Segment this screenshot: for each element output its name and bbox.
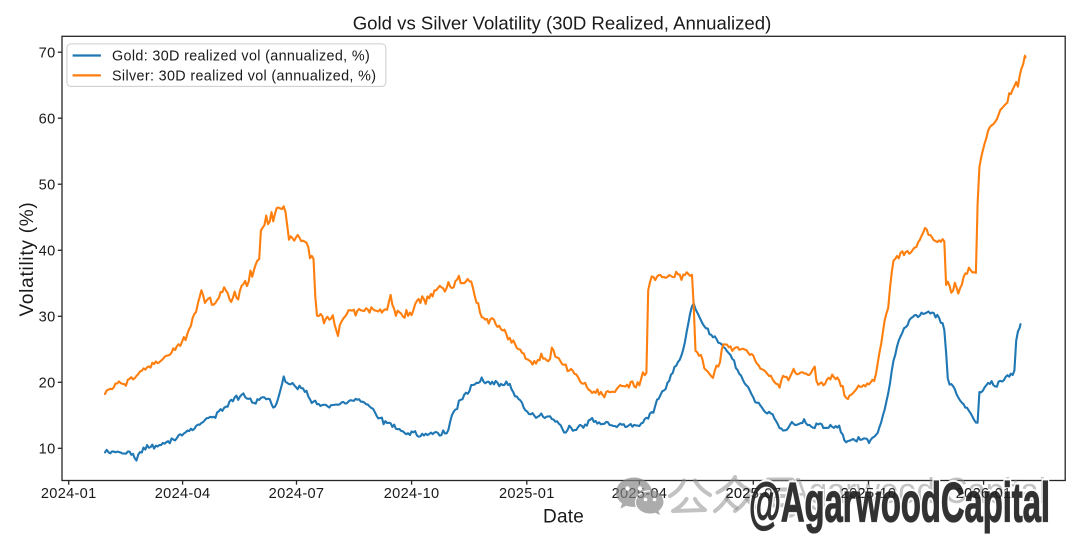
svg-text:Date: Date <box>543 507 584 528</box>
svg-text:20: 20 <box>39 376 56 392</box>
svg-text:60: 60 <box>39 111 56 127</box>
svg-text:2024-04: 2024-04 <box>155 486 211 502</box>
svg-text:Volatility (%): Volatility (%) <box>17 201 38 316</box>
svg-text:2024-07: 2024-07 <box>269 486 325 502</box>
svg-text:2026-01: 2026-01 <box>956 486 1012 502</box>
svg-text:70: 70 <box>39 45 56 61</box>
svg-text:Silver: 30D realized vol (annu: Silver: 30D realized vol (annualized, %) <box>112 69 376 85</box>
svg-text:2025-01: 2025-01 <box>499 486 555 502</box>
svg-text:Agarwood Capital: Agarwood Capital <box>787 470 1046 511</box>
svg-text:10: 10 <box>39 442 56 458</box>
svg-text:@AgarwoodCapital: @AgarwoodCapital <box>749 470 1050 533</box>
svg-text:2024-01: 2024-01 <box>41 486 97 502</box>
svg-text:2026-01: 2026-01 <box>956 486 1012 502</box>
svg-text:Gold vs Silver Volatility (30D: Gold vs Silver Volatility (30D Realized,… <box>353 13 772 34</box>
svg-text:@AgarwoodCapital: @AgarwoodCapital <box>749 470 1050 533</box>
svg-text:2025-07: 2025-07 <box>725 486 781 502</box>
svg-text:30: 30 <box>39 310 56 326</box>
svg-text:2024-10: 2024-10 <box>384 486 440 502</box>
svg-text:2025-10: 2025-10 <box>841 486 897 502</box>
svg-text:50: 50 <box>39 177 56 193</box>
svg-text:2025-10: 2025-10 <box>841 486 897 502</box>
svg-text:Gold: 30D realized vol (annual: Gold: 30D realized vol (annualized, %) <box>112 49 370 65</box>
svg-text:40: 40 <box>39 244 56 260</box>
